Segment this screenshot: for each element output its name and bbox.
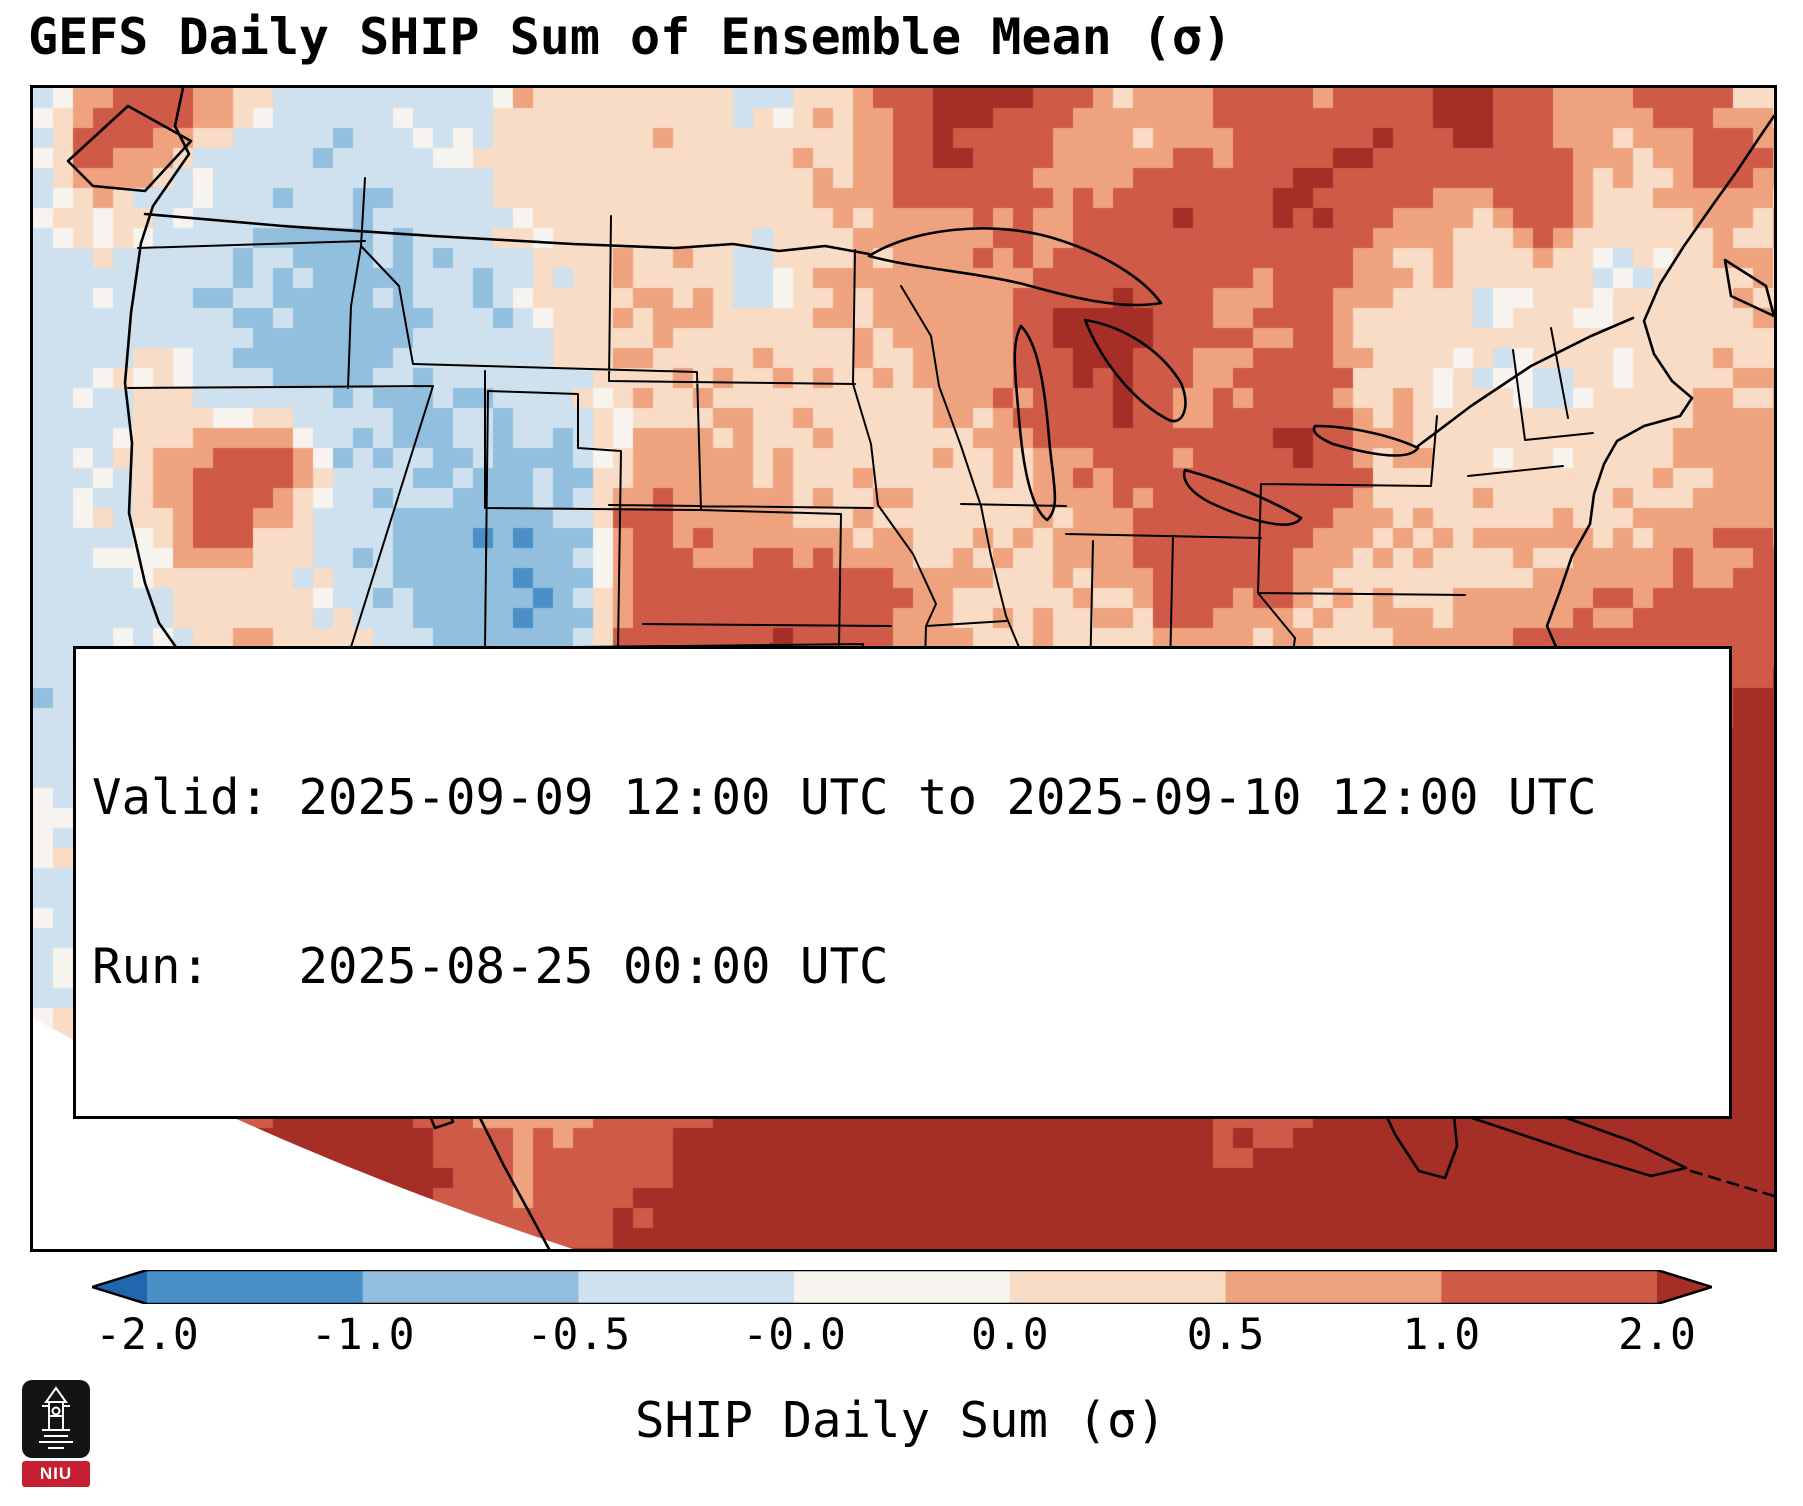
niu-campanile-icon <box>22 1380 90 1458</box>
projection-edge <box>33 1018 573 1249</box>
nova-scotia <box>1723 258 1774 318</box>
validity-box: Valid: 2025-09-09 12:00 UTC to 2025-09-1… <box>73 646 1732 1119</box>
lake-superior <box>867 227 1163 307</box>
colorbar-gradient <box>92 1270 1712 1304</box>
canada-border <box>143 212 871 256</box>
st-lawrence <box>1416 316 1635 448</box>
map-panel: Valid: 2025-09-09 12:00 UTC to 2025-09-1… <box>30 85 1777 1252</box>
colorbar-tick-label: -2.0 <box>95 1310 199 1360</box>
niu-logo-text: NIU <box>22 1461 90 1487</box>
run-line: Run: 2025-08-25 00:00 UTC <box>92 937 889 995</box>
colorbar-tick-label: -1.0 <box>310 1310 415 1360</box>
colorbar-tick-label: 0.5 <box>1186 1310 1265 1360</box>
niu-logo: NIU <box>22 1380 90 1487</box>
colorbar-tick-label: 2.0 <box>1618 1310 1696 1360</box>
lake-ontario <box>1312 424 1420 457</box>
lake-michigan <box>1013 324 1057 522</box>
colorbar-tick-label: 0.0 <box>971 1310 1049 1360</box>
lake-erie <box>1182 468 1303 526</box>
vancouver-island <box>66 104 193 193</box>
colorbar-tick-label: -0.5 <box>526 1310 631 1360</box>
colorbar-label: SHIP Daily Sum (σ) <box>634 1392 1166 1449</box>
figure-title: GEFS Daily SHIP Sum of Ensemble Mean (σ) <box>28 8 1233 66</box>
colorbar-tick-label: 1.0 <box>1402 1310 1481 1360</box>
colorbar-tick-label: -0.0 <box>742 1310 846 1360</box>
colorbar <box>92 1270 1712 1304</box>
colorbar-ticks: -2.0 -1.0 -0.5 -0.0 0.0 0.5 1.0 2.0 <box>92 1310 1712 1362</box>
lake-huron <box>1083 318 1187 423</box>
valid-line: Valid: 2025-09-09 12:00 UTC to 2025-09-1… <box>92 768 1597 826</box>
